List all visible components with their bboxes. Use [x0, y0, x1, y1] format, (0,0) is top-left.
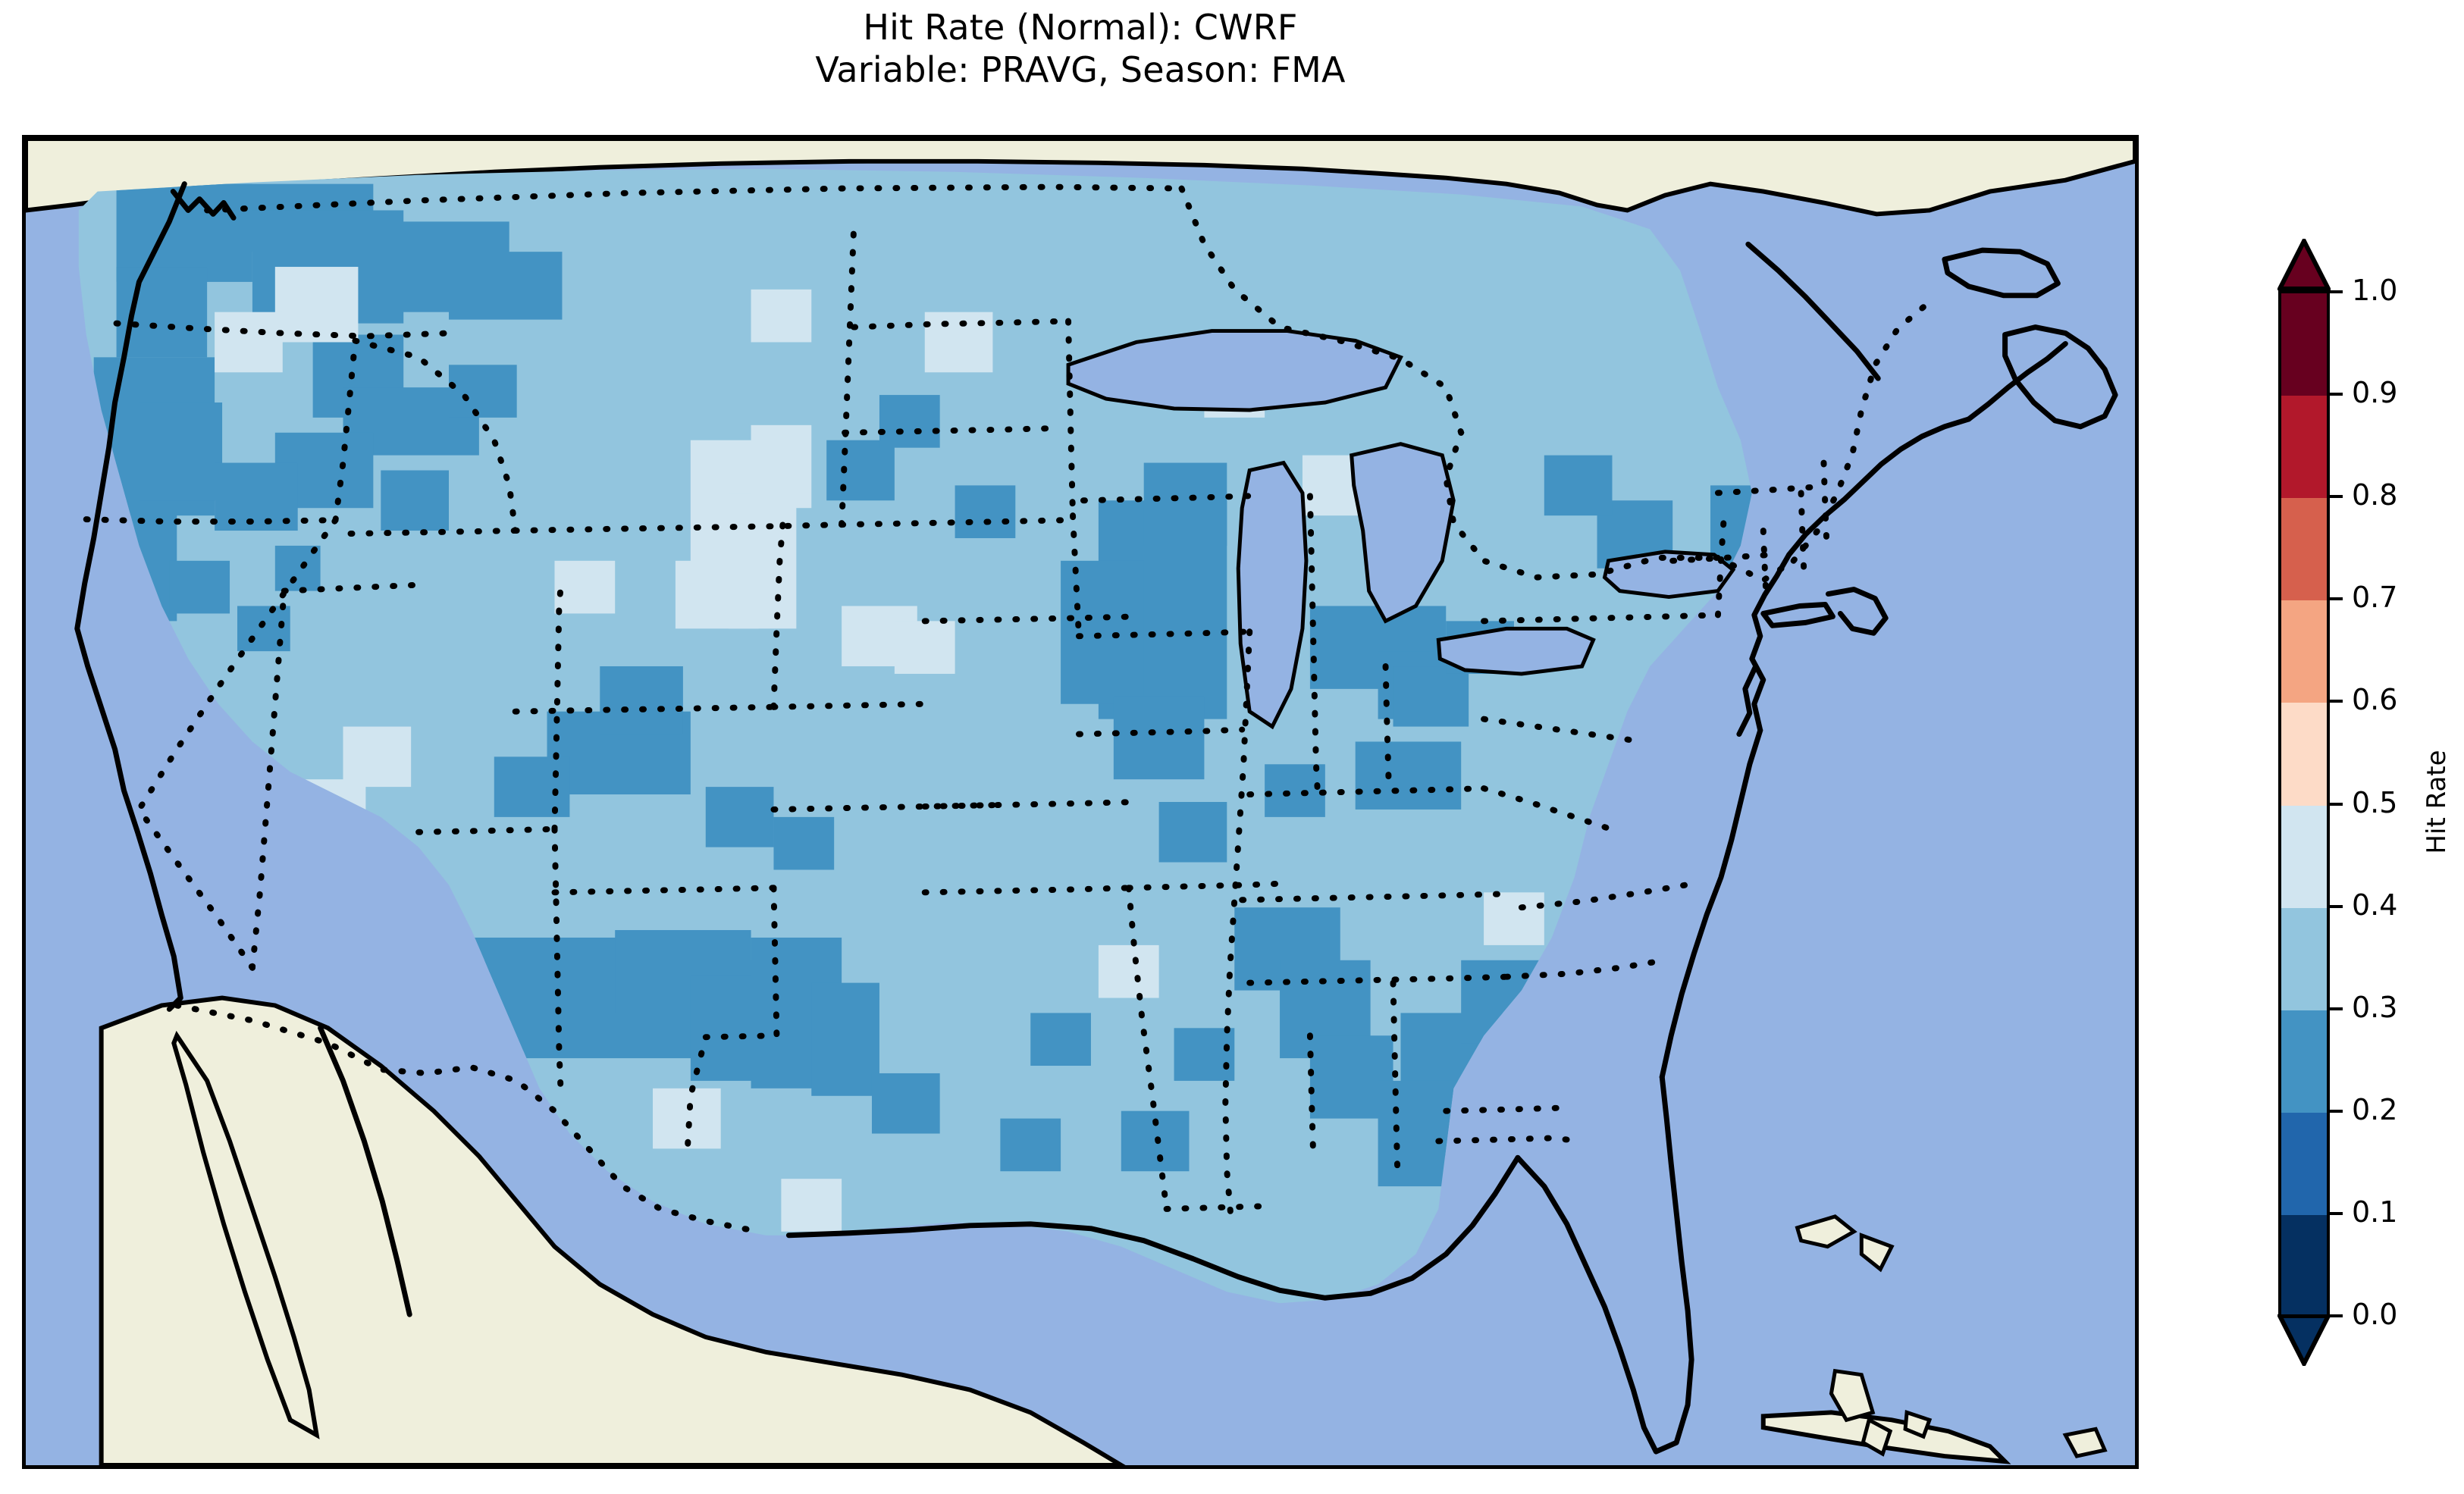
colorbar-tick-7	[2330, 1007, 2343, 1010]
map-inner	[26, 139, 2135, 1465]
colorbar-band-2	[2281, 498, 2327, 601]
colorbar-tick-5	[2330, 802, 2343, 806]
colorbar-tick-10	[2330, 1314, 2343, 1317]
figure-title: Hit Rate (Normal): CWRF Variable: PRAVG,…	[815, 7, 1346, 91]
colorbar-band-1	[2281, 396, 2327, 499]
colorbar-band-0	[2281, 293, 2327, 396]
colorbar-tick-8	[2330, 1109, 2343, 1113]
colorbar-tick-label-0: 1.0	[2352, 274, 2398, 307]
colorbar-over-arrow	[2277, 239, 2331, 290]
map-geometry	[26, 139, 2135, 1465]
colorbar-tick-1	[2330, 393, 2343, 396]
colorbar-tick-2	[2330, 495, 2343, 499]
colorbar-band-5	[2281, 805, 2327, 909]
colorbar-tick-label-9: 0.1	[2352, 1195, 2398, 1229]
colorbar-under-arrow	[2277, 1314, 2331, 1366]
colorbar-tick-label-10: 0.0	[2352, 1298, 2398, 1331]
colorbar[interactable]: Hit Rate 1.0 0.9 0.8 0.7 0.6 0.5 0.4 0.3 0.2 0.1 0…	[2277, 239, 2452, 1366]
colorbar-tick-label-1: 0.9	[2352, 376, 2398, 410]
colorbar-tick-4	[2330, 700, 2343, 703]
colorbar-tick-label-3: 0.7	[2352, 581, 2398, 615]
colorbar-body	[2278, 290, 2330, 1318]
colorbar-tick-label-2: 0.8	[2352, 478, 2398, 512]
colorbar-band-7	[2281, 1010, 2327, 1113]
colorbar-label: Hit Rate	[2422, 750, 2452, 854]
colorbar-tick-6	[2330, 904, 2343, 908]
colorbar-tick-3	[2330, 597, 2343, 601]
colorbar-tick-label-4: 0.6	[2352, 683, 2398, 717]
colorbar-band-9	[2281, 1214, 2327, 1318]
colorbar-band-3	[2281, 600, 2327, 703]
colorbar-tick-9	[2330, 1211, 2343, 1215]
colorbar-tick-label-8: 0.2	[2352, 1092, 2398, 1126]
colorbar-tick-label-5: 0.5	[2352, 785, 2398, 819]
map-axes[interactable]	[22, 135, 2139, 1469]
colorbar-band-4	[2281, 703, 2327, 807]
colorbar-tick-label-7: 0.3	[2352, 990, 2398, 1024]
colorbar-tick-0	[2330, 290, 2343, 293]
colorbar-tick-label-6: 0.4	[2352, 888, 2398, 922]
colorbar-band-8	[2281, 1112, 2327, 1216]
colorbar-band-6	[2281, 907, 2327, 1011]
